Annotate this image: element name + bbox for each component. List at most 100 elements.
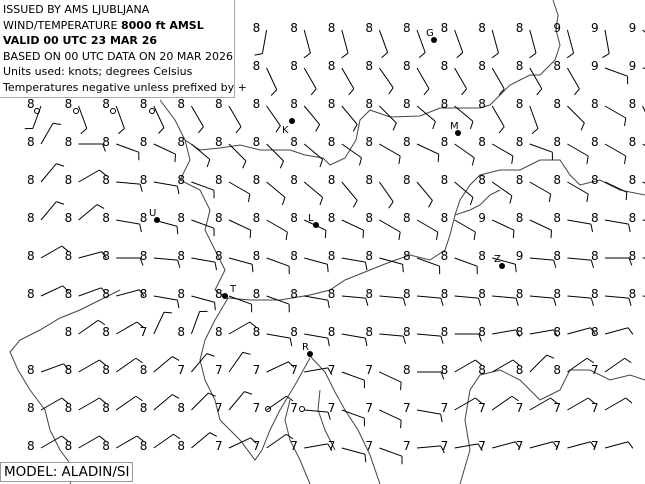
temperature-label: 7 [365, 401, 373, 415]
wind-barb-shaft [191, 295, 215, 303]
wind-barb-feather [461, 88, 467, 96]
wind-barb-shaft [491, 219, 515, 231]
temperature-label: 8 [553, 97, 561, 111]
wind-barb [379, 447, 403, 465]
wind-barb-feather [176, 186, 180, 195]
town-circle [110, 108, 116, 114]
wind-barb-shaft [228, 437, 251, 449]
wind-barb-feather [586, 155, 589, 164]
temperature-label: 8 [215, 173, 223, 187]
wind-barb [78, 169, 106, 183]
wind-barb-shaft [304, 257, 328, 265]
city-dot [431, 37, 437, 43]
wind-barb-feather [548, 193, 552, 202]
temperature-label: 9 [478, 211, 486, 225]
wind-barb [604, 67, 629, 85]
wind-barb-shaft [228, 391, 245, 411]
wind-barb [604, 105, 627, 126]
wind-barb-shaft [416, 295, 441, 299]
wind-barb [191, 181, 215, 199]
wind-barb-shaft [529, 329, 554, 335]
wind-barb-shaft [153, 394, 173, 411]
wind-barb-feather [136, 321, 144, 328]
wind-barb-feather [209, 432, 218, 437]
wind-barb-shaft [604, 105, 627, 119]
wind-barb-feather [99, 397, 106, 404]
wind-barb [454, 143, 475, 166]
temperature-label: 8 [365, 21, 373, 35]
temperature-label: 7 [516, 401, 524, 415]
wind-barb [454, 397, 482, 411]
wind-barb-feather [392, 122, 397, 131]
temperature-label: 7 [553, 439, 561, 453]
wind-barb-shaft [604, 357, 625, 373]
wind-barb-shaft [78, 359, 100, 373]
wind-barb [567, 397, 595, 411]
wind-barb-feather [475, 359, 482, 366]
wind-barb [153, 257, 181, 268]
temperature-label: 8 [629, 249, 637, 263]
wind-barb [491, 143, 514, 164]
temperature-label: 8 [365, 173, 373, 187]
wind-barb-feather [531, 128, 539, 135]
wind-barb-feather [628, 257, 633, 266]
wind-barb-shaft [115, 321, 138, 335]
temperature-label: 8 [553, 135, 561, 149]
wind-barb-feather [327, 411, 331, 420]
temperature-label: 8 [65, 325, 73, 339]
wind-barb-shaft [491, 395, 513, 411]
wind-barb-feather [326, 264, 329, 273]
wind-barb-feather [56, 201, 65, 205]
temperature-label: 8 [441, 287, 449, 301]
wind-barb-feather [432, 121, 436, 130]
wind-barb-shaft [78, 251, 102, 259]
wind-barb-feather [566, 52, 574, 59]
wind-barb-shaft [40, 163, 57, 183]
temperature-label: 8 [365, 135, 373, 149]
wind-barb-feather [625, 397, 633, 404]
wind-barb-shaft [78, 204, 98, 221]
wind-barb-feather [310, 88, 317, 96]
wind-barb-shaft [78, 105, 88, 129]
wind-barb-feather [398, 155, 401, 164]
wind-barb-feather [327, 367, 333, 375]
wind-barb [529, 105, 539, 135]
wind-barb [40, 285, 69, 297]
wind-barb-shaft [115, 395, 137, 411]
wind-barb [78, 359, 106, 373]
wind-barb-shaft [228, 321, 251, 335]
temperature-label: 8 [140, 173, 148, 187]
wind-barb [529, 295, 557, 306]
temperature-label: 8 [365, 325, 373, 339]
wind-barb [303, 29, 311, 59]
wind-barb-shaft [40, 363, 64, 373]
wind-barb [492, 295, 519, 306]
wind-barb [303, 219, 327, 239]
temperature-label: 8 [140, 97, 148, 111]
wind-barb-shaft [266, 143, 284, 162]
wind-barb-feather [586, 357, 594, 364]
wind-barb [341, 295, 369, 306]
temperature-label: 8 [140, 211, 148, 225]
wind-barb [24, 105, 42, 130]
wind-barb-shaft [40, 201, 57, 221]
temperature-label: 8 [102, 439, 110, 453]
temperature-label: 7 [553, 401, 561, 415]
wind-barb-shaft [604, 327, 629, 335]
wind-barb [341, 409, 365, 427]
wind-barb [529, 67, 543, 96]
temperature-label: 8 [253, 21, 261, 35]
wind-barb-shaft [115, 357, 137, 373]
wind-barb-shaft [529, 441, 554, 449]
wind-barb [378, 29, 389, 59]
city-dot [455, 130, 461, 136]
wind-barb-shaft [228, 105, 242, 128]
temperature-label: 7 [403, 401, 411, 415]
wind-barb-feather [362, 230, 365, 239]
wind-barb-feather [139, 257, 144, 266]
city-label: G [426, 28, 434, 39]
temperature-label: 8 [215, 97, 223, 111]
wind-barb-shaft [416, 257, 440, 267]
wind-barb-feather [99, 359, 106, 366]
wind-barb [153, 105, 165, 134]
